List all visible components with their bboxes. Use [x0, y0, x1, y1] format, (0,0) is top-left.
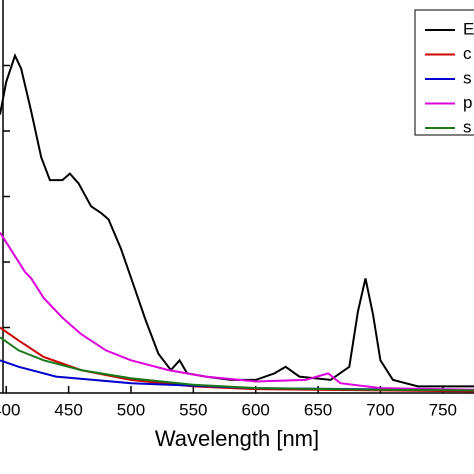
x-tick-label: 700 — [366, 400, 394, 419]
legend-box — [414, 9, 474, 136]
x-tick-label: 550 — [179, 400, 207, 419]
line-series — [0, 336, 474, 392]
legend-label: s — [463, 117, 472, 136]
legend-label: c — [463, 44, 472, 63]
x-tick-label: 600 — [242, 400, 270, 419]
x-tick-label: 400 — [0, 400, 20, 419]
legend-label: s — [463, 68, 472, 87]
x-tick-label: 650 — [304, 400, 332, 419]
line-series — [0, 231, 474, 391]
x-tick-label: 500 — [117, 400, 145, 419]
line-series — [0, 359, 474, 392]
line-series — [0, 53, 474, 388]
x-tick-label: 750 — [429, 400, 457, 419]
x-axis-label: Wavelength [nm] — [155, 426, 319, 451]
x-tick-label: 450 — [54, 400, 82, 419]
legend-label: E — [463, 19, 474, 38]
legend-label: p — [463, 93, 472, 112]
